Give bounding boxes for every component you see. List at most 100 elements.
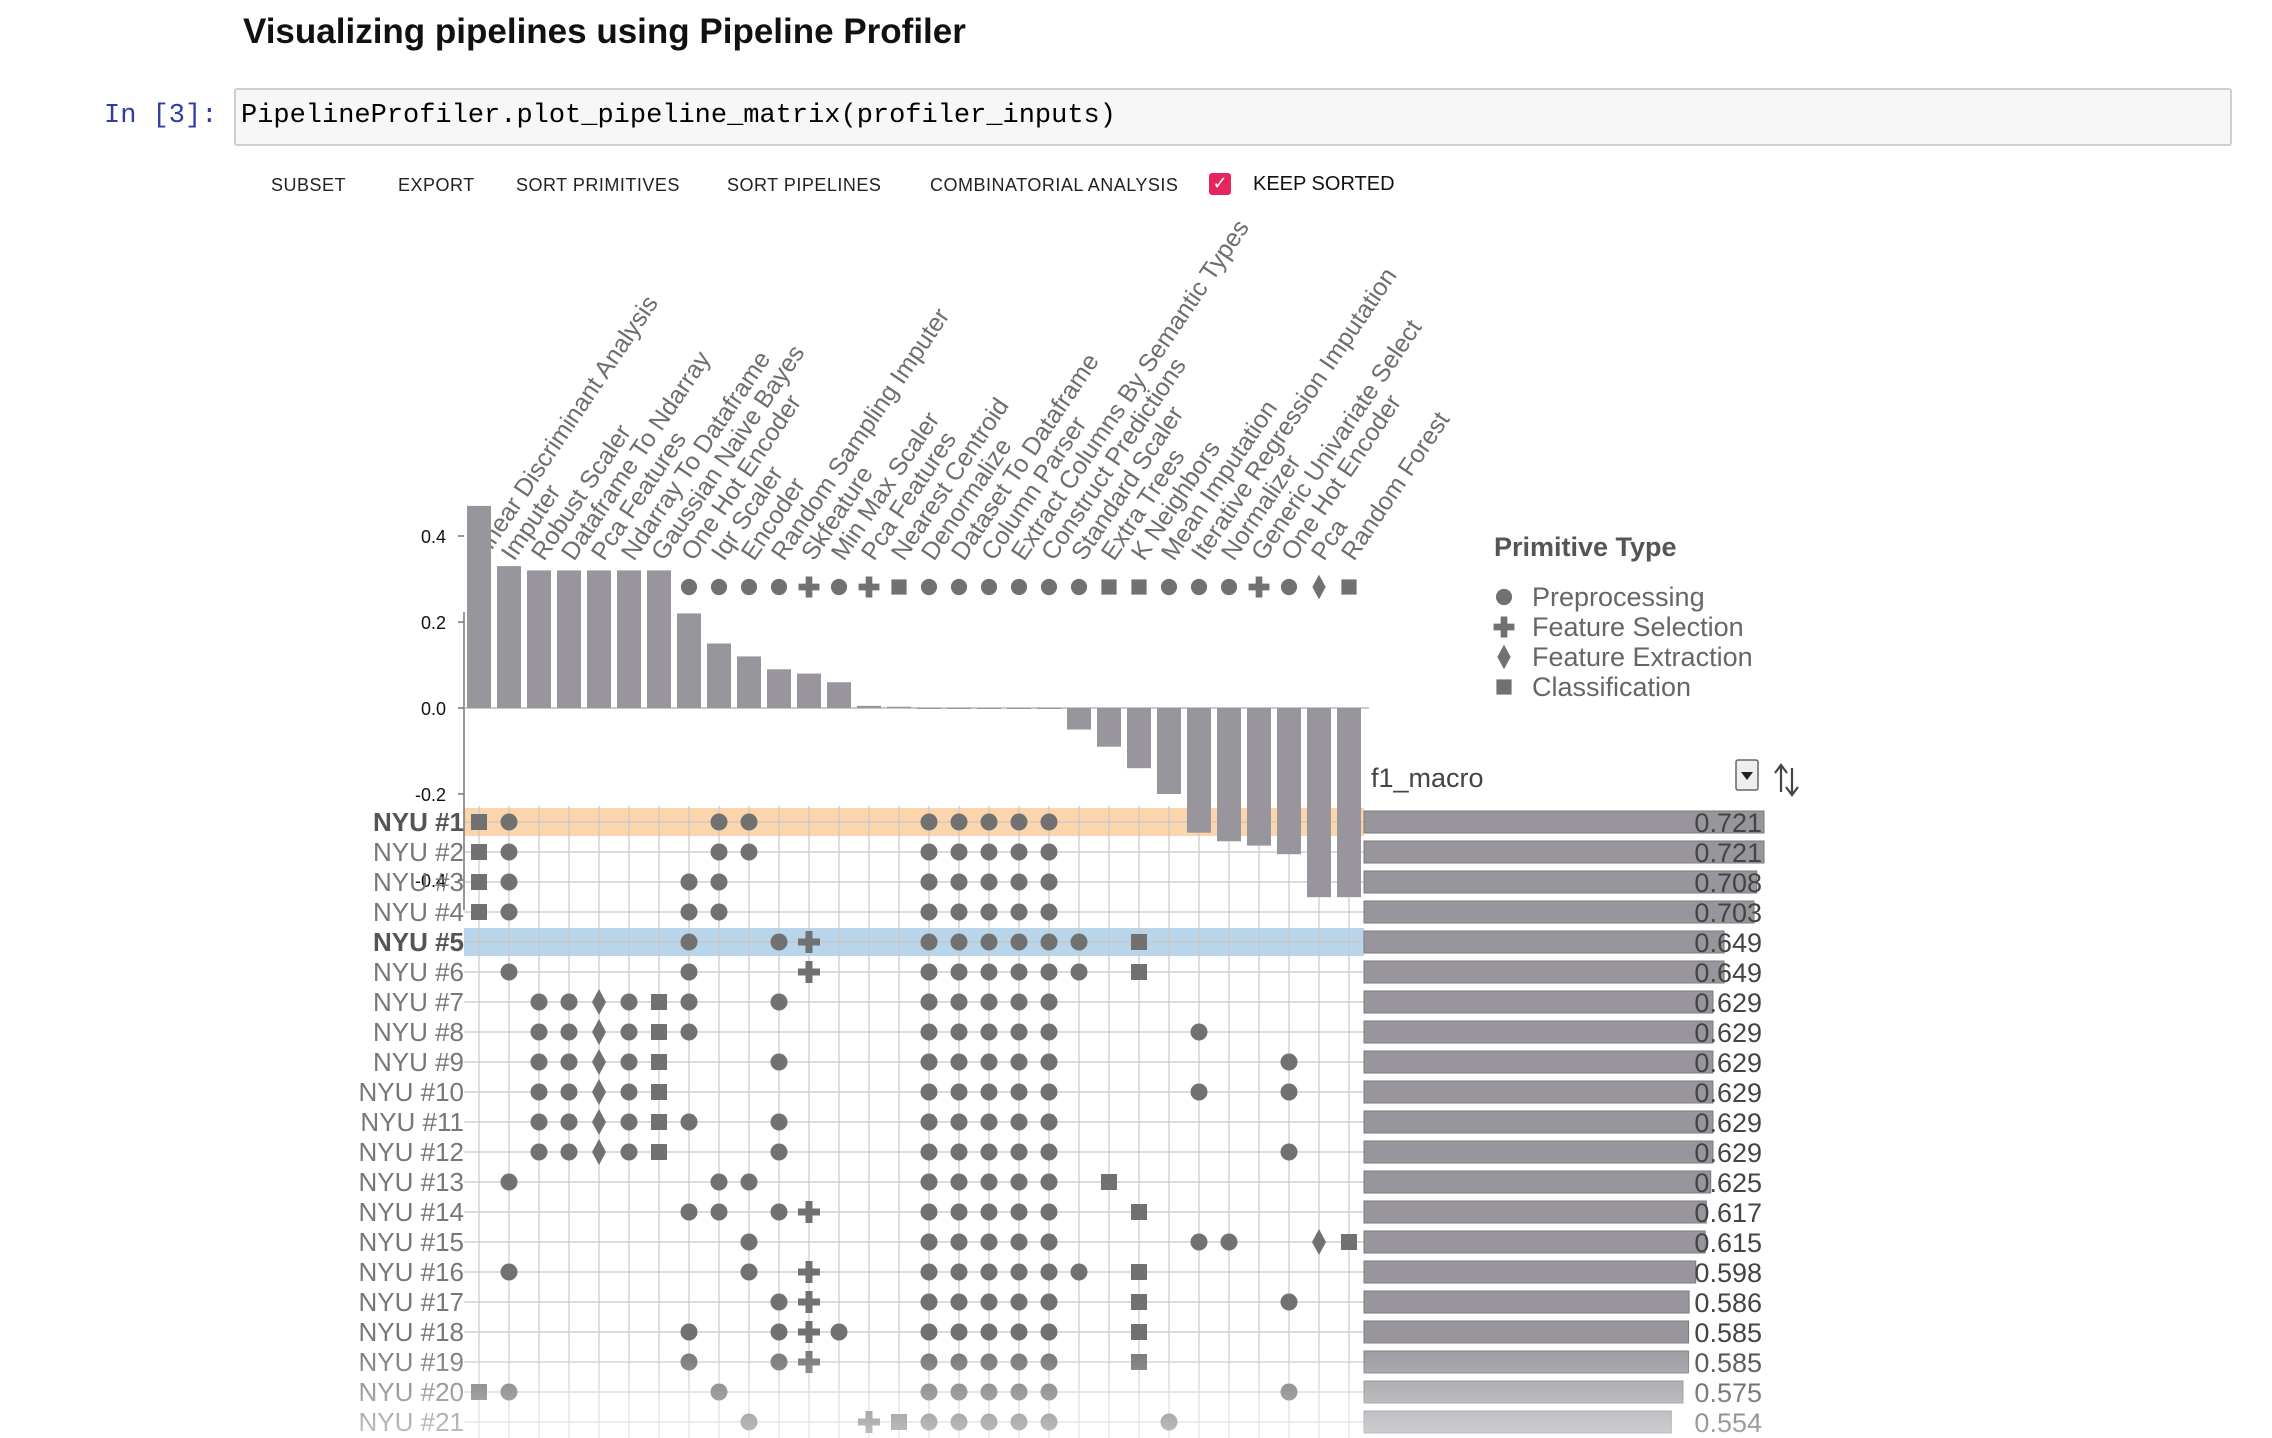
score-label: 0.575 [1694, 1378, 1762, 1408]
pipeline-mark-circle-icon [1010, 1173, 1028, 1191]
sort-pipelines-button[interactable]: SORT PIPELINES [727, 175, 882, 195]
pipeline-mark-circle-icon [950, 1203, 968, 1221]
export-button[interactable]: EXPORT [398, 175, 475, 195]
primitive-type-circle-icon [1220, 578, 1238, 596]
pipeline-mark-circle-icon [710, 813, 728, 831]
pipeline-mark-circle-icon [1070, 963, 1088, 981]
legend-title: Primitive Type [1494, 532, 1677, 562]
importance-bar [1097, 708, 1121, 747]
pipeline-mark-circle-icon [620, 1053, 638, 1071]
pipeline-mark-circle-icon [1040, 1353, 1058, 1371]
pipeline-mark-circle-icon [500, 813, 518, 831]
pipeline-mark-circle-icon [1160, 1413, 1178, 1431]
pipeline-label: NYU #13 [359, 1167, 465, 1197]
score-label: 0.629 [1694, 1048, 1762, 1078]
legend-square-icon [1496, 679, 1512, 695]
pipeline-label: NYU #11 [360, 1107, 464, 1137]
pipeline-mark-square-icon [471, 904, 487, 920]
pipeline-mark-circle-icon [560, 1113, 578, 1131]
pipeline-mark-circle-icon [500, 1173, 518, 1191]
pipeline-mark-circle-icon [500, 903, 518, 921]
pipeline-mark-circle-icon [500, 873, 518, 891]
score-bar [1363, 1290, 1690, 1314]
legend-item-label: Classification [1532, 672, 1691, 702]
primitive-type-circle-icon [770, 578, 788, 596]
pipeline-mark-plus-icon [798, 1321, 820, 1343]
pipeline-mark-circle-icon [1070, 933, 1088, 951]
score-label: 0.721 [1694, 838, 1762, 868]
importance-bar [1067, 708, 1091, 730]
pipeline-mark-circle-icon [1040, 903, 1058, 921]
sort-up-arrow [1774, 763, 1788, 792]
pipeline-mark-circle-icon [1040, 1143, 1058, 1161]
pipeline-mark-circle-icon [980, 993, 998, 1011]
pipeline-mark-square-icon [651, 994, 667, 1010]
pipeline-mark-circle-icon [740, 813, 758, 831]
pipeline-mark-circle-icon [1010, 963, 1028, 981]
importance-tick-label: 0.2 [421, 613, 446, 633]
pipeline-mark-square-icon [1131, 1324, 1147, 1340]
pipeline-mark-circle-icon [1040, 963, 1058, 981]
combinatorial-analysis-button[interactable]: COMBINATORIAL ANALYSIS [930, 175, 1179, 195]
score-bar [1363, 900, 1755, 924]
importance-tick-label: 0.4 [421, 527, 446, 547]
pipeline-mark-diamond-icon [592, 1109, 606, 1135]
pipeline-mark-circle-icon [1280, 1293, 1298, 1311]
sort-arrows-icon[interactable] [1774, 763, 1799, 797]
pipeline-mark-plus-icon [798, 1351, 820, 1373]
score-label: 0.721 [1694, 808, 1762, 838]
code-cell[interactable] [234, 88, 2232, 146]
pipeline-mark-square-icon [1131, 1354, 1147, 1370]
pipeline-mark-circle-icon [680, 1353, 698, 1371]
pipeline-mark-circle-icon [920, 1053, 938, 1071]
pipeline-mark-circle-icon [1040, 1173, 1058, 1191]
pipeline-mark-circle-icon [980, 1023, 998, 1041]
primitive-type-circle-icon [950, 578, 968, 596]
check-icon: ✓ [1212, 173, 1228, 194]
importance-bar [827, 682, 851, 708]
pipeline-label: NYU #4 [373, 897, 464, 927]
pipeline-mark-circle-icon [920, 843, 938, 861]
pipeline-mark-circle-icon [920, 1023, 938, 1041]
score-label: 0.585 [1694, 1318, 1762, 1348]
importance-bar [917, 708, 941, 709]
pipeline-mark-diamond-icon [1312, 1229, 1326, 1255]
pipeline-mark-circle-icon [680, 963, 698, 981]
code-text[interactable]: PipelineProfiler.plot_pipeline_matrix(pr… [241, 101, 1116, 131]
importance-bar [797, 673, 821, 708]
pipeline-mark-circle-icon [1010, 1233, 1028, 1251]
pipeline-label: NYU #1 [373, 807, 464, 837]
pipeline-mark-circle-icon [680, 1203, 698, 1221]
importance-bar [497, 566, 521, 708]
pipeline-mark-circle-icon [560, 993, 578, 1011]
score-bar [1363, 1230, 1706, 1254]
pipeline-mark-circle-icon [530, 1083, 548, 1101]
pipeline-mark-circle-icon [920, 873, 938, 891]
sort-primitives-button[interactable]: SORT PRIMITIVES [516, 175, 680, 195]
pipeline-mark-circle-icon [530, 1113, 548, 1131]
subset-button[interactable]: SUBSET [271, 175, 347, 195]
pipeline-mark-circle-icon [980, 813, 998, 831]
importance-bar [737, 656, 761, 708]
score-label: 0.615 [1694, 1228, 1762, 1258]
pipeline-mark-circle-icon [980, 843, 998, 861]
importance-bar [707, 643, 731, 708]
pipeline-mark-circle-icon [950, 1293, 968, 1311]
pipeline-mark-diamond-icon [592, 1019, 606, 1045]
keep-sorted-checkbox[interactable]: ✓ [1209, 173, 1231, 195]
pipeline-mark-circle-icon [680, 993, 698, 1011]
pipeline-mark-circle-icon [1040, 1263, 1058, 1281]
pipeline-mark-circle-icon [1010, 813, 1028, 831]
pipeline-mark-circle-icon [950, 1383, 968, 1401]
importance-bar [1127, 708, 1151, 769]
pipeline-mark-circle-icon [1040, 993, 1058, 1011]
pipeline-mark-circle-icon [1010, 903, 1028, 921]
primitive-type-diamond-icon [1312, 574, 1326, 600]
score-bar [1363, 1080, 1714, 1104]
pipeline-mark-plus-icon [798, 1291, 820, 1313]
pipeline-mark-circle-icon [560, 1023, 578, 1041]
score-bar [1363, 930, 1725, 954]
pipeline-label: NYU #8 [373, 1017, 464, 1047]
pipeline-mark-square-icon [471, 1384, 487, 1400]
pipeline-mark-circle-icon [680, 933, 698, 951]
